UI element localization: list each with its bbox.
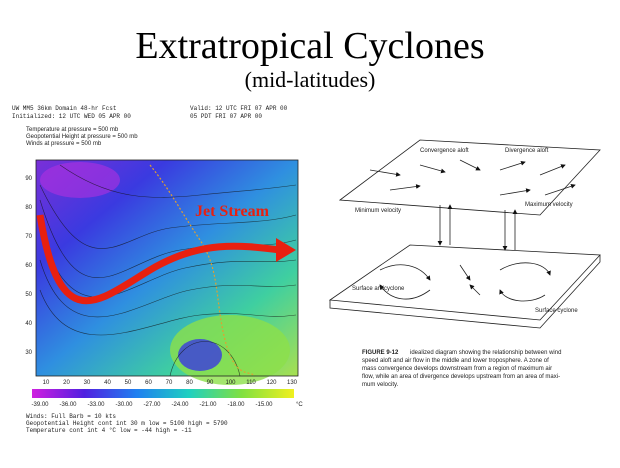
colorbar-unit: °C xyxy=(296,402,303,408)
colorbar-label: -15.00 xyxy=(255,402,273,408)
colorbar xyxy=(32,389,294,398)
lat-label: 70 xyxy=(25,234,32,240)
map-footer: Geopotential Height cont int 30 m low = … xyxy=(26,420,228,427)
colorbar-label: -39.00 xyxy=(31,402,49,408)
upper-plane xyxy=(338,139,601,216)
map-frame xyxy=(35,159,299,377)
lat-label: 60 xyxy=(25,263,32,269)
lon-label: 30 xyxy=(84,380,91,386)
map-header: 05 PDT FRI 07 APR 00 xyxy=(190,113,262,120)
lon-label: 130 xyxy=(287,380,298,386)
caption-line: mass convergence develops downstream fro… xyxy=(362,366,552,372)
colorbar-label: -21.00 xyxy=(199,402,217,408)
lat-label: 90 xyxy=(25,176,32,182)
colorbar-label: -27.00 xyxy=(143,402,161,408)
lat-label: 40 xyxy=(25,321,32,327)
weather-map: Jet Stream xyxy=(32,159,299,398)
jet-stream-arrow xyxy=(36,214,281,305)
lon-label: 110 xyxy=(246,380,256,386)
colorbar-label: -36.00 xyxy=(59,402,77,408)
lon-label: 70 xyxy=(166,380,173,386)
lon-label: 50 xyxy=(125,380,132,386)
colorbar-label: -33.00 xyxy=(87,402,105,408)
lon-label: 80 xyxy=(186,380,193,386)
diagram-label: Minimum velocity xyxy=(355,208,401,214)
lat-label: 30 xyxy=(25,350,32,356)
jet-stream-label: Jet Stream xyxy=(195,203,270,220)
plane-edge xyxy=(329,255,601,329)
flow-arrows xyxy=(369,159,576,302)
caption-label: FIGURE 9-12 xyxy=(362,350,399,356)
cold-low xyxy=(178,339,222,371)
map-header: Valid: 12 UTC FRI 07 APR 00 xyxy=(190,105,288,112)
diagram-label: Divergence aloft xyxy=(505,148,549,154)
map-header: Initialized: 12 UTC WED 05 APR 00 xyxy=(12,113,131,120)
lat-label: 50 xyxy=(25,292,32,298)
colorbar-label: -24.00 xyxy=(171,402,189,408)
map-field-label: Geopotential Height at pressure = 500 mb xyxy=(26,134,138,140)
subtitle: (mid-latitudes) xyxy=(245,67,376,92)
diagram-label: Surface anticyclone xyxy=(352,286,405,292)
colorbar-label: -30.00 xyxy=(115,402,133,408)
lon-label: 90 xyxy=(207,380,214,386)
caption-line: flow, while an area of divergence develo… xyxy=(362,374,560,380)
map-field-label: Temperature at pressure = 500 mb xyxy=(26,127,119,133)
diagram-label: Convergence aloft xyxy=(420,148,469,154)
lon-label: 10 xyxy=(43,380,50,386)
lon-label: 100 xyxy=(225,380,236,386)
diagram-label: Surface cyclone xyxy=(535,308,578,314)
map-header: UW MM5 36km Domain 48-hr Fcst xyxy=(12,105,116,112)
cold-area xyxy=(40,162,120,198)
lat-label: 80 xyxy=(25,205,32,211)
map-footer: Winds: Full Barb = 10 kts xyxy=(26,413,116,420)
colorbar-label: -18.00 xyxy=(227,402,245,408)
diagram-label: Maximum velocity xyxy=(525,202,573,208)
lon-label: 120 xyxy=(266,380,277,386)
flow-diagram xyxy=(328,139,601,329)
caption-line: mum velocity. xyxy=(362,382,399,388)
caption-line: speed aloft and air flow in the middle a… xyxy=(362,358,549,364)
lon-label: 40 xyxy=(104,380,111,386)
map-field-label: Winds at pressure = 500 mb xyxy=(26,141,102,147)
title: Extratropical Cyclones xyxy=(135,25,484,67)
caption-line: idealized diagram showing the relationsh… xyxy=(410,350,561,356)
map-footer: Temperature cont int 4 °C low = -44 high… xyxy=(26,427,192,434)
lon-label: 60 xyxy=(145,380,152,386)
jet-stream-arrowhead xyxy=(276,238,296,262)
lon-label: 20 xyxy=(63,380,70,386)
